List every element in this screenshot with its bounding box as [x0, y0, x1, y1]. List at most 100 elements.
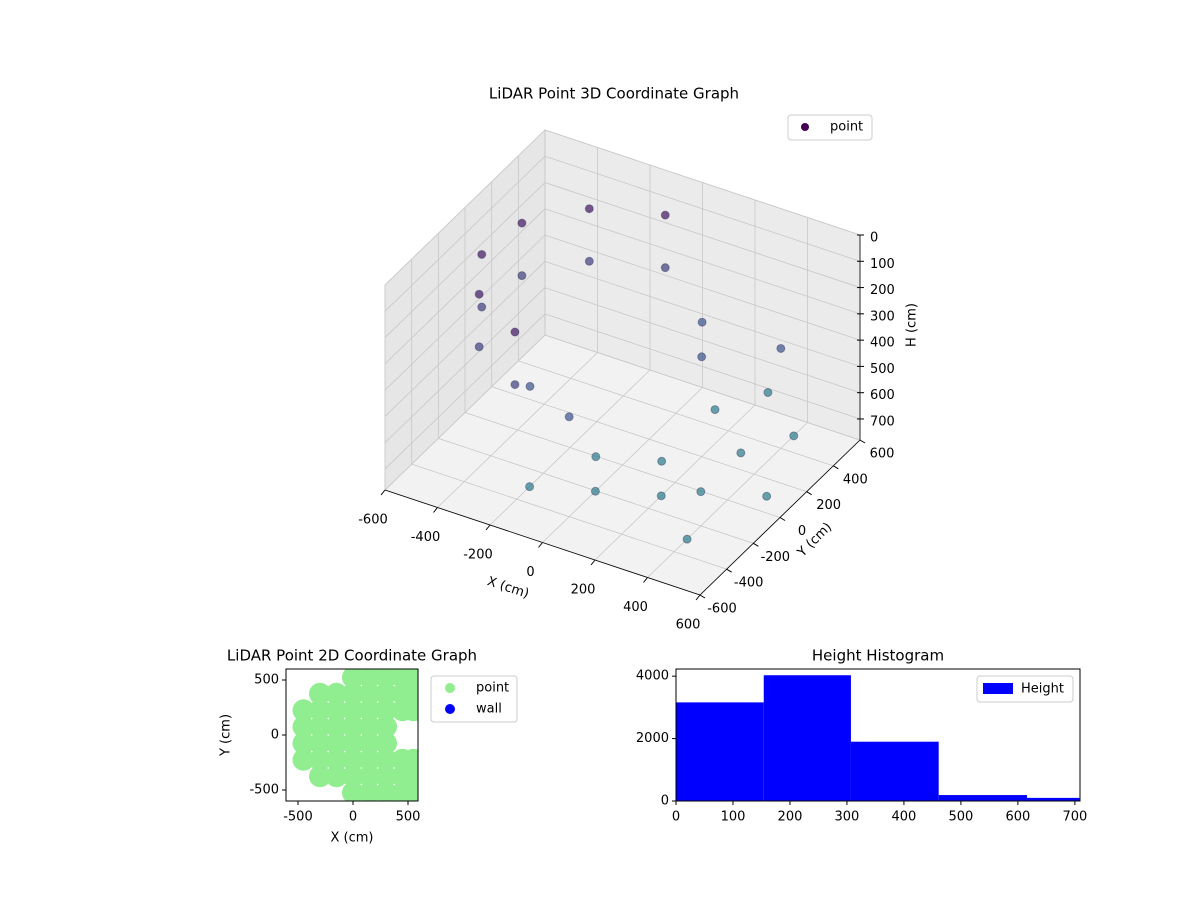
- grid-line: [544, 313, 861, 420]
- point: [374, 669, 397, 689]
- x-tick-label: 0: [349, 810, 357, 825]
- tick-mark: [726, 568, 732, 573]
- y-tick-label: 2000: [636, 731, 669, 746]
- y-tick-label: 0: [661, 794, 669, 809]
- point: [525, 381, 535, 391]
- point: [325, 715, 348, 738]
- point: [341, 732, 364, 755]
- x-tick-label: 300: [835, 810, 860, 825]
- point: [763, 388, 773, 397]
- bar: [763, 675, 851, 801]
- tick-mark: [485, 524, 491, 531]
- grid-line: [544, 182, 861, 288]
- grid-line: [464, 412, 781, 518]
- point: [292, 715, 315, 738]
- points: [292, 669, 418, 801]
- tick-mark: [538, 542, 543, 548]
- point: [341, 682, 364, 705]
- point: [374, 765, 397, 788]
- point: [656, 491, 666, 501]
- point: [591, 452, 601, 462]
- grid-line: [411, 463, 727, 570]
- z-tick-label: 300: [870, 309, 895, 324]
- point: [584, 204, 594, 214]
- z-tick-label: 600: [870, 388, 895, 403]
- legend-box: [787, 114, 873, 141]
- tick-mark: [859, 439, 866, 444]
- point: [358, 699, 381, 722]
- x-tick-label: 100: [721, 810, 746, 825]
- grid-line: [384, 129, 546, 286]
- point: [374, 748, 397, 771]
- point: [374, 715, 397, 738]
- point: [710, 405, 720, 415]
- grid-line: [544, 129, 861, 236]
- legend-marker: [801, 123, 809, 131]
- grid-line: [384, 182, 546, 338]
- x-tick-label: 0: [526, 565, 534, 580]
- x-tick-label: -200: [463, 548, 493, 563]
- point: [308, 682, 331, 705]
- point: [325, 699, 348, 722]
- tick-mark: [380, 489, 386, 496]
- y-tick-label: 200: [816, 498, 841, 513]
- z-tick-label: 400: [870, 336, 895, 351]
- point: [374, 699, 397, 722]
- point: [325, 748, 348, 771]
- point: [358, 715, 381, 738]
- point: [660, 263, 670, 273]
- point: [402, 682, 418, 705]
- x-tick-label: -400: [411, 530, 441, 545]
- x-tick-label: 400: [623, 600, 648, 615]
- point: [510, 327, 520, 337]
- point: [477, 249, 487, 259]
- point: [402, 699, 418, 722]
- chart-title: LiDAR Point 2D Coordinate Graph: [227, 647, 477, 665]
- point: [660, 210, 670, 220]
- point: [292, 732, 315, 755]
- tick-mark: [643, 577, 648, 583]
- point: [308, 748, 331, 771]
- point: [517, 218, 527, 228]
- x-tick-label: 200: [778, 810, 803, 825]
- point: [510, 380, 520, 390]
- x-axis-label: X (cm): [485, 574, 531, 602]
- grid-line: [491, 386, 807, 493]
- point: [697, 352, 707, 362]
- y-tick-label: -600: [707, 602, 737, 617]
- grid-line: [544, 334, 861, 441]
- axis-line: [384, 489, 701, 596]
- point: [657, 456, 667, 466]
- x-tick-label: 700: [1062, 810, 1087, 825]
- point: [308, 732, 331, 755]
- point: [584, 256, 594, 266]
- tick-mark: [806, 491, 812, 496]
- point: [696, 487, 706, 497]
- grid-line: [384, 234, 546, 391]
- bars: [676, 675, 1080, 801]
- point: [358, 748, 381, 771]
- legend-label: wall: [476, 702, 502, 717]
- z-tick-label: 0: [870, 231, 878, 246]
- chart-title: LiDAR Point 3D Coordinate Graph: [489, 85, 739, 103]
- x-axis-label: X (cm): [331, 831, 374, 846]
- legend-label: point: [830, 120, 863, 135]
- point: [590, 486, 600, 496]
- x-tick-label: 400: [892, 810, 917, 825]
- legend-marker: [445, 683, 455, 693]
- point: [341, 765, 364, 788]
- point: [564, 412, 574, 422]
- grid-line: [384, 208, 546, 365]
- plot-3d: -600-400-2000200400600-600-400-200020040…: [358, 114, 920, 633]
- point: [474, 289, 484, 299]
- grid-line: [384, 155, 546, 312]
- y-tick-label: 0: [271, 728, 279, 743]
- tick-mark: [753, 542, 759, 547]
- bar: [938, 795, 1028, 801]
- point: [789, 431, 799, 441]
- point: [341, 669, 364, 689]
- y-tick-label: -500: [249, 783, 279, 798]
- x-tick-label: 600: [676, 618, 701, 633]
- point: [308, 765, 331, 788]
